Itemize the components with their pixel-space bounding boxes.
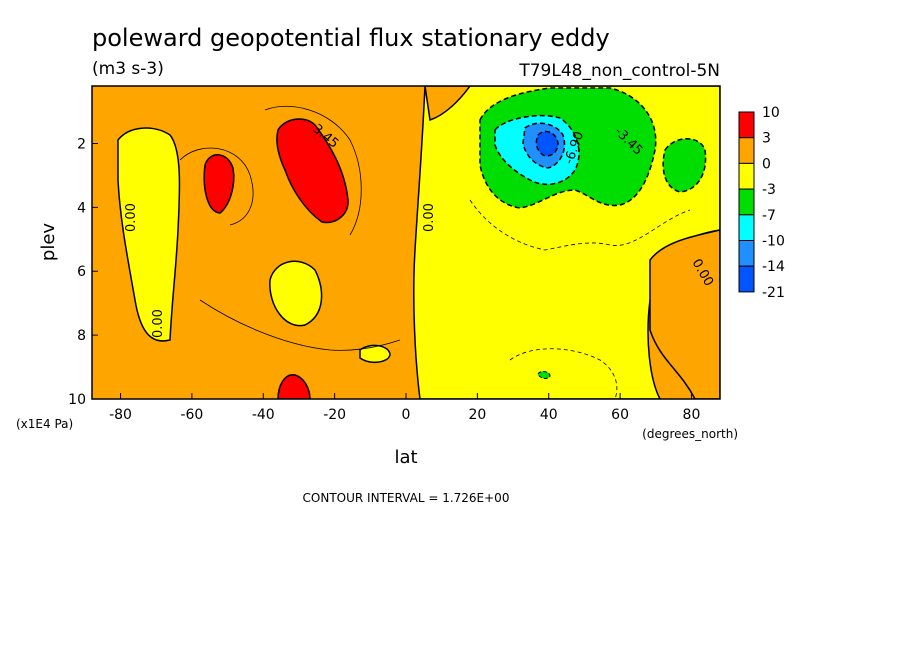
y-axis: 2 4 6 8 10	[68, 136, 98, 408]
contour-fill-yellow-low	[359, 344, 391, 363]
contour-label: 0.00	[124, 203, 139, 232]
colorbar-label: -3	[762, 182, 776, 198]
x-tick-label: -60	[180, 407, 203, 423]
contour-fill-deep-blue	[535, 130, 559, 157]
x-tick-label: 60	[611, 407, 629, 423]
contour-line	[179, 147, 254, 226]
contour-fill-red-main	[276, 118, 349, 224]
contour-fill-green-bottom	[537, 371, 551, 379]
x-tick-label: -20	[323, 407, 346, 423]
colorbar-swatch	[738, 111, 755, 139]
contour-line	[199, 299, 401, 351]
contour-label: 0.00	[422, 203, 437, 232]
colorbar-label: -10	[762, 234, 785, 250]
contour-line	[469, 199, 691, 251]
y-axis-units: (x1E4 Pa)	[16, 417, 73, 431]
x-axis: -80 -60 -40 -20 0 20 40 60 80	[109, 393, 700, 423]
colorbar: 10 3 0 -3 -7 -10 -14 -21	[738, 105, 785, 301]
x-tick-label: 0	[402, 407, 411, 423]
contour-label: 0.00	[151, 309, 166, 338]
contour-fill-yellow-mid	[269, 260, 323, 327]
units-label: (m3 s-3)	[92, 59, 164, 79]
colorbar-swatch	[738, 188, 755, 216]
y-tick-label: 2	[77, 136, 86, 152]
colorbar-label: -7	[762, 208, 776, 224]
contour-fill-red-west	[203, 154, 235, 214]
colorbar-swatch	[738, 162, 755, 190]
contour-fill-red-bottom	[277, 374, 311, 399]
y-tick-label: 6	[77, 264, 86, 280]
colorbar-label: 0	[762, 156, 771, 172]
x-tick-label: 40	[540, 407, 558, 423]
contour-line	[509, 348, 618, 399]
plot-area: 0.00 0.00 0.00 0.00 3.45 -6.90 -3.45	[91, 85, 721, 400]
x-tick-label: 20	[468, 407, 486, 423]
colorbar-swatch	[738, 240, 755, 267]
chart-title: poleward geopotential flux stationary ed…	[92, 24, 610, 52]
colorbar-swatch	[738, 265, 755, 293]
contour-fill-yellow-sh	[117, 127, 181, 342]
contour-interval: CONTOUR INTERVAL = 1.726E+00	[303, 491, 510, 505]
colorbar-label: 10	[762, 105, 780, 121]
colorbar-swatch	[738, 214, 755, 242]
colorbar-swatch	[738, 137, 755, 164]
contour-line	[264, 105, 362, 236]
run-label: T79L48_non_control-5N	[518, 61, 720, 81]
x-tick-label: -80	[109, 407, 132, 423]
y-tick-label: 8	[77, 328, 86, 344]
y-axis-label: plev	[38, 223, 59, 262]
x-axis-label: lat	[394, 447, 417, 468]
x-tick-label: -40	[252, 407, 275, 423]
contour-fill-green-east	[662, 138, 707, 193]
colorbar-label: 3	[762, 131, 771, 147]
y-tick-label: 4	[77, 200, 86, 216]
y-tick-label: 10	[68, 392, 86, 408]
colorbar-label: -14	[762, 259, 785, 275]
x-tick-label: 80	[683, 407, 701, 423]
contour-fill-orange-nh	[649, 229, 720, 399]
x-axis-units: (degrees_north)	[642, 427, 738, 441]
colorbar-label: -21	[762, 285, 785, 301]
